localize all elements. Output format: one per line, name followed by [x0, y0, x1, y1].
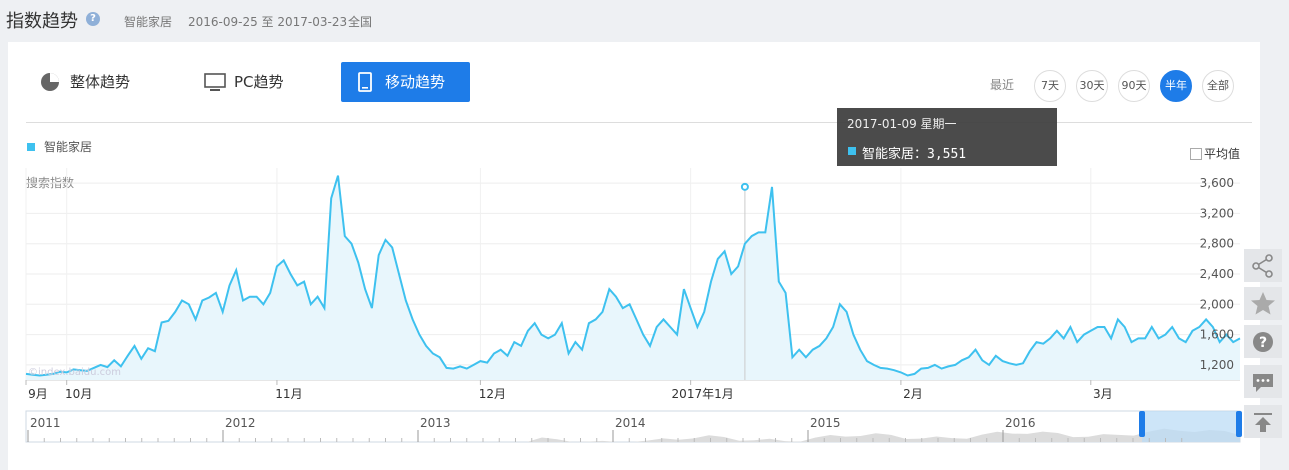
back-to-top-button[interactable]: [1244, 405, 1282, 438]
question-icon: ?: [1253, 332, 1273, 352]
time-navigator[interactable]: 2011 2012 2013 2014 2015 2016: [8, 408, 1260, 448]
navigator-left-handle[interactable]: [1139, 411, 1145, 437]
navigator-year-label: 2015: [810, 416, 841, 430]
x-tick-label: 2017年1月: [672, 387, 734, 401]
x-tick-label: 12月: [479, 387, 506, 401]
tab-mobile-trend[interactable]: 移动趋势: [341, 62, 470, 102]
range-all-button[interactable]: 全部: [1202, 70, 1234, 102]
date-range-label: 2016-09-25 至 2017-03-23: [188, 15, 348, 29]
series-area: [26, 175, 1240, 380]
favorite-button[interactable]: [1244, 287, 1282, 320]
navigator-selection[interactable]: [1142, 411, 1240, 442]
legend-swatch: [27, 143, 35, 151]
range-label: 最近: [990, 78, 1015, 92]
average-checkbox[interactable]: [1190, 148, 1202, 160]
tab-overall-trend[interactable]: 整体趋势: [40, 62, 160, 102]
range-90d-button[interactable]: 90天: [1118, 70, 1150, 102]
pie-chart-icon: [41, 73, 59, 91]
navigator-right-handle[interactable]: [1236, 411, 1242, 437]
feedback-button[interactable]: [1244, 365, 1282, 398]
navigator-year-label: 2013: [420, 416, 451, 430]
x-tick-label: 3月: [1093, 387, 1113, 401]
monitor-icon: [204, 73, 226, 91]
x-tick-label: 2月: [903, 387, 923, 401]
tab-pc-trend[interactable]: PC趋势: [204, 62, 314, 102]
star-icon: [1251, 292, 1275, 315]
navigator-year-label: 2014: [615, 416, 646, 430]
tooltip-swatch: [848, 147, 856, 155]
share-button[interactable]: [1244, 249, 1282, 282]
x-tick-label: 10月: [65, 387, 92, 401]
series-line: [25, 175, 1241, 377]
region-label: 全国: [348, 15, 373, 29]
x-tick-label: 9月: [28, 387, 48, 401]
y-tick-label: 1,600: [1200, 328, 1234, 342]
tooltip-date: 2017-01-09 星期一: [847, 117, 957, 131]
comment-icon: [1253, 374, 1273, 392]
range-30d-button[interactable]: 30天: [1076, 70, 1108, 102]
tooltip-value: 智能家居：3,551: [862, 147, 967, 162]
y-tick-label: 2,800: [1200, 237, 1234, 251]
x-tick-label: 11月: [275, 387, 302, 401]
trend-panel: 整体趋势 PC趋势 移动趋势 最近 7天 30天 90天 半年 全部 智能家居 …: [8, 42, 1260, 470]
tab-pc-label: PC趋势: [234, 73, 284, 91]
navigator-year-label: 2012: [225, 416, 256, 430]
range-7d-button[interactable]: 7天: [1034, 70, 1066, 102]
tab-overall-label: 整体趋势: [70, 73, 131, 91]
watermark: ©index.baidu.com: [28, 367, 121, 378]
arrow-up-icon: [1254, 413, 1272, 432]
hover-point: [740, 182, 749, 191]
navigator-year-label: 2011: [30, 416, 61, 430]
tooltip: 2017-01-09 星期一 智能家居：3,551: [837, 108, 1057, 166]
mobile-icon: [358, 72, 372, 92]
average-label: 平均值: [1204, 147, 1241, 161]
share-icon: [1252, 254, 1273, 278]
y-tick-label: 2,400: [1200, 267, 1234, 281]
y-tick-label: 1,200: [1200, 358, 1234, 372]
y-tick-label: 3,200: [1200, 206, 1234, 220]
help-side-button[interactable]: ?: [1244, 325, 1282, 358]
keyword-label: 智能家居: [124, 15, 173, 29]
svg-text:?: ?: [1259, 335, 1267, 351]
divider: [26, 122, 1252, 123]
tab-mobile-label: 移动趋势: [385, 73, 446, 91]
y-tick-label: 3,600: [1200, 176, 1234, 190]
legend-series-label[interactable]: 智能家居: [44, 140, 93, 154]
page-title: 指数趋势: [6, 11, 78, 32]
header-bar: 指数趋势 ? 智能家居 2016-09-25 至 2017-03-23 全国: [0, 0, 1289, 40]
range-half-year-button[interactable]: 半年: [1160, 70, 1192, 102]
help-icon[interactable]: ?: [86, 12, 100, 26]
navigator-year-label: 2016: [1005, 416, 1036, 430]
y-tick-label: 2,000: [1200, 297, 1234, 311]
navigator-area: [26, 428, 1240, 442]
trend-chart[interactable]: 1,200 1,600 2,000 2,400 2,800 3,200 3,600 9月 10…: [8, 42, 1260, 442]
